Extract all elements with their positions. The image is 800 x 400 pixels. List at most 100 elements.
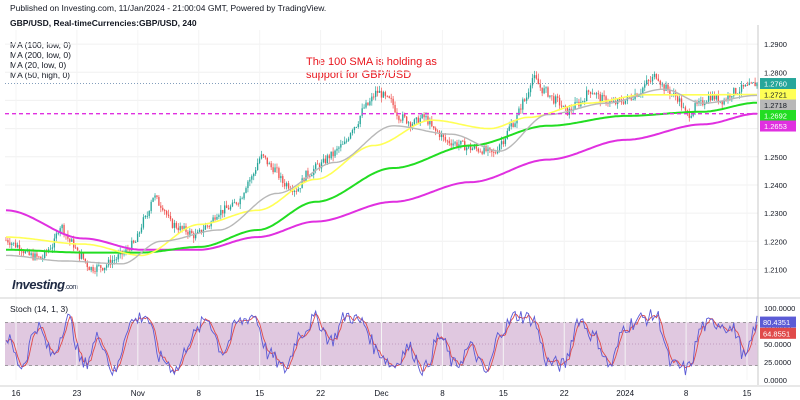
- candle-body: [212, 217, 214, 222]
- candle-body: [69, 238, 71, 242]
- price-tag-label: 1.2653: [764, 122, 787, 131]
- candle-body: [351, 130, 354, 134]
- candle-body: [527, 92, 530, 98]
- candle-body: [711, 94, 714, 101]
- candle-body: [533, 75, 536, 79]
- candle-body: [446, 140, 448, 142]
- brand-name: Investing: [12, 277, 65, 292]
- candle-body: [349, 133, 352, 139]
- candle-body: [359, 115, 361, 125]
- candle-body: [665, 84, 667, 91]
- candle-body: [274, 167, 276, 173]
- candle-body: [456, 142, 458, 147]
- candle-body: [678, 98, 681, 102]
- candle-body: [142, 217, 145, 228]
- candle-body: [740, 84, 743, 92]
- candle-body: [477, 148, 479, 152]
- candle-body: [467, 145, 470, 148]
- candle-body: [98, 265, 100, 266]
- candle-body: [541, 87, 543, 94]
- candle-body: [134, 241, 137, 243]
- candle-body: [361, 108, 363, 116]
- candle-body: [320, 162, 323, 169]
- candle-body: [489, 147, 491, 150]
- candle-body: [452, 143, 454, 146]
- candle-body: [462, 140, 464, 142]
- ma-legend-item: MA (50, high, 0): [10, 70, 71, 80]
- candle-body: [448, 140, 450, 144]
- candle-body: [365, 102, 367, 108]
- candle-body: [713, 94, 716, 100]
- investing-logo: Investing.com: [12, 277, 78, 292]
- candle-body: [150, 201, 152, 211]
- candle-body: [504, 138, 507, 145]
- candle-body: [299, 188, 301, 190]
- candle-body: [375, 90, 377, 97]
- candle-body: [483, 146, 485, 154]
- candle-body: [384, 92, 387, 96]
- candle-body: [94, 271, 96, 273]
- stoch-tag-label: 64.8551: [763, 329, 790, 338]
- ma50-line: [6, 93, 757, 257]
- candle-body: [382, 92, 385, 98]
- price-tag-label: 1.2721: [764, 91, 787, 100]
- candle-body: [322, 158, 325, 163]
- candle-body: [5, 239, 7, 241]
- candle-body: [576, 101, 578, 103]
- candle-body: [696, 103, 698, 104]
- price-tag-label: 1.2692: [764, 112, 787, 121]
- candle-body: [105, 265, 108, 268]
- candle-body: [564, 105, 567, 108]
- candle-body: [373, 96, 375, 98]
- candle-body: [220, 209, 222, 216]
- candle-body: [51, 247, 54, 249]
- candle-body: [154, 195, 156, 198]
- ma-legend: MA (100, low, 0) MA (200, low, 0) MA (20…: [10, 40, 71, 80]
- candle-body: [405, 116, 408, 124]
- candle-body: [469, 145, 472, 151]
- candle-body: [336, 148, 338, 151]
- x-tick-label: 22: [316, 389, 325, 398]
- candle-body: [605, 96, 607, 104]
- candle-body: [324, 158, 327, 164]
- price-tag: [760, 110, 796, 122]
- candle-body: [746, 85, 749, 86]
- candle-body: [417, 117, 419, 124]
- candle-body: [694, 103, 696, 112]
- ma-legend-item: MA (100, low, 0): [10, 40, 71, 50]
- candle-body: [479, 151, 481, 153]
- stoch-k-line: [5, 309, 758, 377]
- stoch-tag-label: 80.4351: [763, 318, 790, 327]
- candle-body: [111, 260, 114, 265]
- candle-body: [280, 176, 282, 179]
- candle-body: [78, 250, 81, 259]
- candle-body: [264, 155, 267, 158]
- candle-body: [344, 141, 346, 144]
- candle-body: [282, 176, 284, 184]
- candle-body: [233, 202, 236, 204]
- candle-body: [529, 85, 532, 93]
- candle-body: [475, 146, 478, 149]
- candle-body: [568, 108, 570, 116]
- candle-body: [562, 105, 565, 107]
- candle-body: [295, 190, 298, 192]
- candle-body: [74, 247, 77, 249]
- candle-body: [293, 190, 296, 192]
- candle-body: [90, 267, 92, 271]
- candle-body: [239, 198, 241, 205]
- candle-body: [86, 261, 88, 268]
- candle-body: [723, 99, 725, 105]
- candle-body: [376, 90, 379, 93]
- published-header: Published on Investing.com, 11/Jan/2024 …: [10, 3, 327, 13]
- candle-body: [63, 225, 65, 235]
- candle-body: [514, 123, 516, 127]
- candle-body: [593, 93, 596, 95]
- stoch-tag: [760, 327, 796, 339]
- price-tag: [760, 89, 796, 101]
- candle-body: [162, 207, 164, 211]
- candle-body: [589, 91, 592, 94]
- candle-body: [425, 116, 427, 118]
- candle-body: [543, 88, 545, 94]
- grid-lines: [5, 30, 758, 380]
